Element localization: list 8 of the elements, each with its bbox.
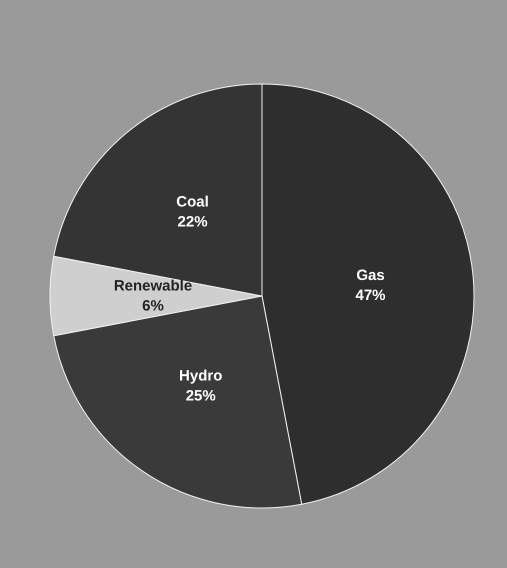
- slice-label: Gas: [356, 267, 385, 284]
- data-label: 22%: [178, 214, 208, 231]
- slice-label: Renewable: [114, 278, 192, 294]
- data-label: 6%: [142, 298, 164, 314]
- slice-label: Coal: [176, 194, 209, 211]
- data-label: 25%: [186, 388, 216, 405]
- data-label: 47%: [356, 287, 386, 304]
- slice-label: Hydro: [179, 368, 222, 385]
